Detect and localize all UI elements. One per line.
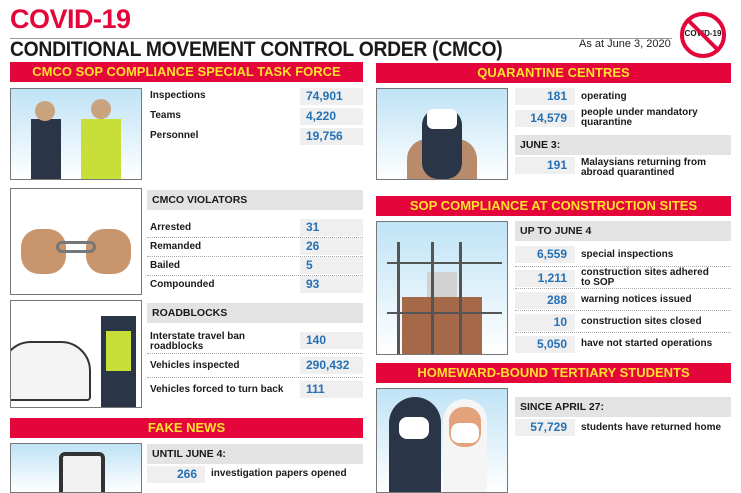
stat-label: Bailed (150, 260, 181, 271)
stat-value: 31 (300, 219, 363, 236)
stat-label: Arrested (150, 222, 192, 233)
stat-label: investigation papers opened (211, 468, 347, 479)
stat-label: Interstate travel ban roadblocks (150, 331, 246, 352)
stat-label: Inspections (150, 90, 206, 101)
stat-value: 5 (300, 257, 363, 274)
students-title: HOMEWARD-BOUND TERTIARY STUDENTS (376, 363, 731, 383)
stat-label: warning notices issued (581, 294, 692, 305)
no-covid-icon: COVID-19 (680, 12, 726, 58)
handcuffs-illustration (10, 188, 142, 295)
stat-value: 266 (147, 466, 205, 483)
stat-value: 19,756 (300, 128, 363, 145)
stat-value: 93 (300, 276, 363, 293)
roadblocks-stats: Interstate travel ban roadblocks 140 Vehi… (147, 330, 363, 402)
page-title: CONDITIONAL MOVEMENT CONTROL ORDER (CMCO… (10, 38, 503, 61)
stat-value: 140 (300, 332, 363, 349)
fake-news-title: FAKE NEWS (10, 418, 363, 438)
stat-label: Remanded (150, 241, 202, 252)
stat-value: 288 (515, 292, 575, 309)
stat-value: 111 (300, 381, 363, 398)
construction-heading: UP TO JUNE 4 (515, 221, 731, 241)
masked-woman-illustration (376, 88, 508, 180)
roadblock-illustration (10, 300, 142, 408)
stat-label: have not started operations (581, 338, 713, 349)
covid-19-logo: COVID-19 (10, 4, 131, 34)
stat-value: 14,579 (515, 110, 575, 127)
stat-label: people under mandatory quarantine (581, 107, 698, 128)
stat-value: 191 (515, 157, 575, 174)
police-officers-illustration (10, 88, 142, 180)
stat-label: operating (581, 91, 627, 102)
as-at-date: As at June 3, 2020 (579, 38, 671, 50)
stat-value: 5,050 (515, 336, 575, 353)
quarantine-title: QUARANTINE CENTRES (376, 63, 731, 83)
quarantine-stats: 181 operating 14,579 people under mandator… (515, 88, 731, 150)
quarantine-subheading: JUNE 3: (515, 135, 731, 155)
stat-label: construction sites closed (581, 316, 702, 327)
fake-news-heading: UNTIL JUNE 4: (147, 444, 363, 464)
students-illustration (376, 388, 508, 493)
stat-label: Vehicles forced to turn back (150, 384, 284, 395)
stat-value: 181 (515, 88, 575, 105)
stat-label: students have returned home (581, 422, 722, 433)
stat-value: 74,901 (300, 88, 363, 105)
students-heading: SINCE APRIL 27: (515, 397, 731, 417)
roadblocks-heading: ROADBLOCKS (147, 303, 363, 323)
stat-value: 26 (300, 238, 363, 255)
stat-label: special inspections (581, 249, 674, 260)
stat-value: 4,220 (300, 108, 363, 125)
task-force-title: CMCO SOP COMPLIANCE SPECIAL TASK FORCE (10, 62, 363, 82)
stat-label: Compounded (150, 279, 215, 290)
construction-stats: 6,559 special inspections 1,211 constructi… (515, 245, 731, 355)
stat-label: Personnel (150, 130, 199, 141)
stat-label: construction sites adhered to SOP (581, 267, 709, 288)
stat-value: 10 (515, 314, 575, 331)
stat-value: 1,211 (515, 270, 575, 287)
violators-stats: Arrested 31 Remanded 26 Bailed 5 Compounded… (147, 219, 363, 295)
stat-label: Vehicles inspected (150, 360, 240, 371)
header-divider (10, 38, 672, 39)
stat-value: 57,729 (515, 419, 575, 436)
stat-label: Malaysians returning from abroad quarant… (581, 157, 707, 178)
construction-title: SOP COMPLIANCE AT CONSTRUCTION SITES (376, 196, 731, 216)
stat-label: Teams (150, 110, 181, 121)
construction-site-illustration (376, 221, 508, 355)
stat-value: 6,559 (515, 246, 575, 263)
task-force-stats: Inspections 74,901 Teams 4,220 Personnel 19… (147, 88, 363, 148)
violators-heading: CMCO VIOLATORS (147, 190, 363, 210)
stat-value: 290,432 (300, 357, 363, 374)
smartphone-illustration (10, 443, 142, 493)
